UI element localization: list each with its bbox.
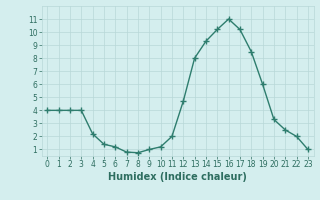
X-axis label: Humidex (Indice chaleur): Humidex (Indice chaleur) [108, 172, 247, 182]
